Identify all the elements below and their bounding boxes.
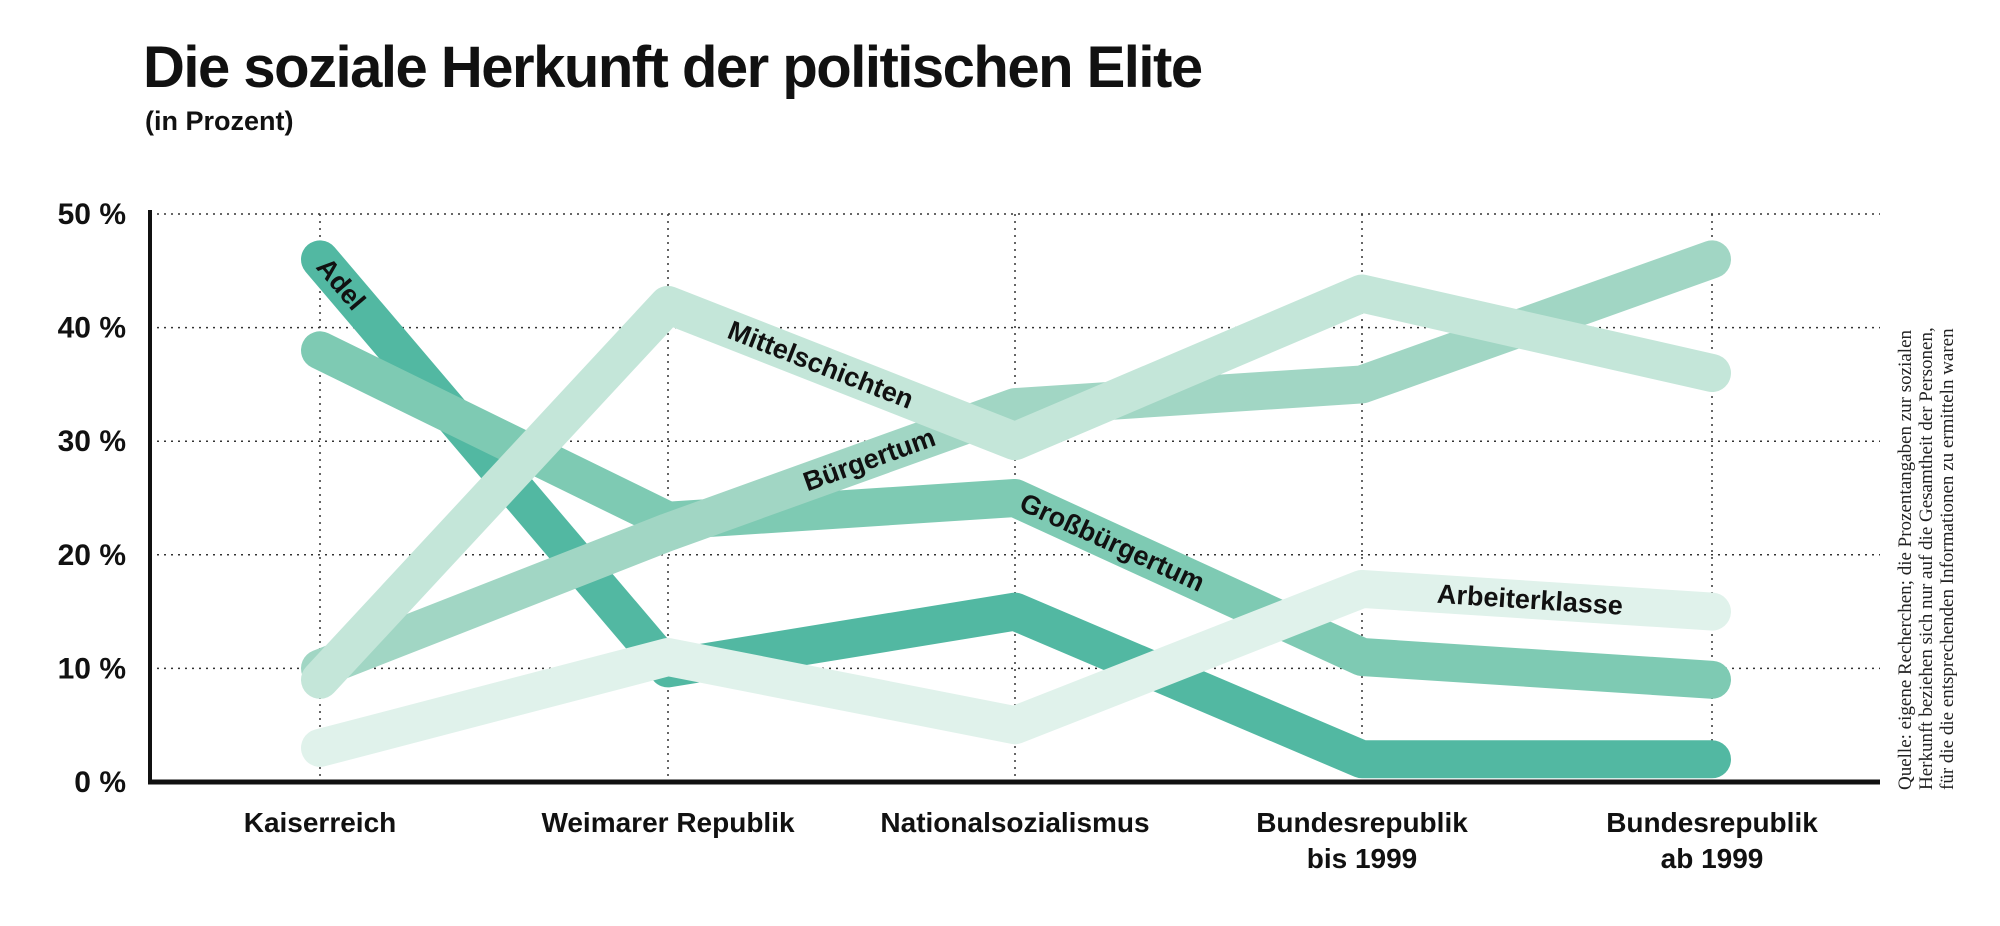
x-tick-label: Bundesrepublik	[1256, 807, 1468, 838]
y-tick-label: 30 %	[58, 425, 126, 458]
y-axis-ticks: 0 % 10 % 20 % 30 % 40 % 50 %	[58, 198, 126, 799]
x-tick-label: Nationalsozialismus	[880, 807, 1149, 838]
x-tick-label: bis 1999	[1307, 843, 1418, 874]
axes	[148, 210, 1880, 785]
x-tick-label: Weimarer Republik	[541, 807, 795, 838]
chart-subtitle: (in Prozent)	[145, 106, 294, 136]
series-line-großbürgertum	[301, 331, 1731, 699]
y-tick-label: 20 %	[58, 539, 126, 572]
x-axis-ticks: Kaiserreich Weimarer Republik Nationalsozi…	[244, 807, 1818, 874]
x-tick-label: ab 1999	[1661, 843, 1764, 874]
source-line: Quelle: eigene Recherchen; die Prozentan…	[1895, 329, 1916, 790]
x-tick-label: Bundesrepublik	[1606, 807, 1818, 838]
chart-title: Die soziale Herkunft der politischen Eli…	[143, 35, 1203, 100]
x-tick-label: Kaiserreich	[244, 807, 397, 838]
series-line-mittelschichten	[301, 274, 1731, 699]
series-line-adel	[301, 240, 1731, 779]
y-tick-label: 10 %	[58, 652, 126, 685]
source-line: für die die entsprechenden Informationen…	[1937, 328, 1958, 790]
series-label: Mittelschichten	[724, 315, 918, 415]
source-line: Herkunft beziehen sich nur auf die Gesam…	[1916, 327, 1937, 790]
series-line-bürgertum	[301, 240, 1731, 688]
series-label: Großbürgertum	[1015, 487, 1209, 597]
y-tick-label: 0 %	[74, 766, 126, 799]
source-note: Quelle: eigene Recherchen; die Prozentan…	[1895, 200, 2000, 790]
y-tick-label: 40 %	[58, 312, 126, 345]
series-lines	[301, 240, 1731, 779]
series-line-arbeiterklasse	[301, 569, 1731, 767]
y-tick-label: 50 %	[58, 198, 126, 231]
